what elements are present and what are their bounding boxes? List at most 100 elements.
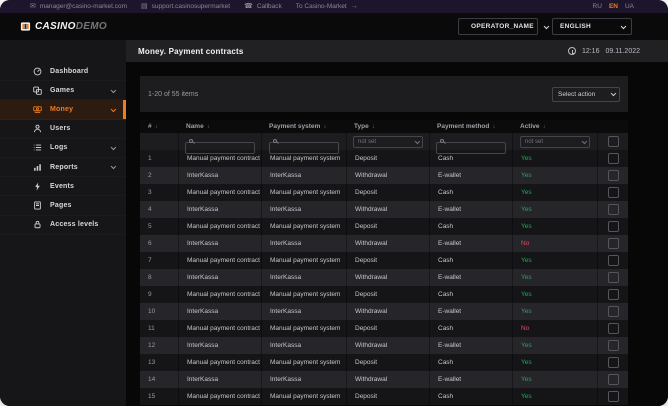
cell-payment_method: Cash [429,218,512,235]
topbar-lang-ua[interactable]: UA [624,3,634,10]
payment-method-filter-input[interactable] [436,141,506,154]
active-status: Yes [521,291,532,298]
table-row: 8 InterKassa InterKassa Withdrawal E-wallet Y… [140,269,628,286]
sidebar-item-dashboard[interactable]: Dashboard [0,62,126,81]
row-checkbox[interactable] [607,272,619,283]
row-checkbox[interactable] [607,221,619,232]
row-checkbox[interactable] [607,374,619,385]
column-header-active[interactable]: Active [512,123,597,130]
active-filter-select[interactable]: not set [520,135,590,148]
sort-down-icon [207,124,210,130]
chevron-down-icon [543,23,549,29]
table-row: 1 Manual payment contract Manual payment s… [140,150,628,167]
topbar-link-label: manager@casino-market.com [39,3,128,10]
cell-name: Manual payment contract [178,320,261,337]
search-icon [273,138,277,143]
cell-type: Withdrawal [346,371,429,388]
filter-cell-name [178,133,261,154]
reports-icon [33,163,42,172]
column-header-type[interactable]: Type [346,123,429,130]
cell-name: InterKassa [178,303,261,320]
sidebar-item-reports[interactable]: Reports [0,158,126,177]
table-row: 4 InterKassa InterKassa Withdrawal E-wallet Y… [140,201,628,218]
active-filter-value: not set [525,138,544,145]
sort-down-icon [372,124,375,130]
cell-num: 7 [148,257,152,264]
topbar-links: manager@casino-market.com support.casinos… [30,3,358,10]
sidebar-item-access-levels[interactable]: Access levels [0,216,126,235]
cell-num: 1 [148,155,152,162]
sidebar-item-logs[interactable]: Logs [0,139,126,158]
cell-num: 14 [148,376,156,383]
row-checkbox[interactable] [607,187,619,198]
cell-type: Deposit [346,150,429,167]
cell-checkbox [597,235,628,252]
row-checkbox[interactable] [607,238,619,249]
sidebar-item-label: Dashboard [50,67,89,75]
topbar-lang-en[interactable]: EN [608,3,618,10]
row-checkbox[interactable] [607,255,619,266]
chevron-down-icon [581,138,587,144]
logo-text-secondary: DEMO [75,21,107,32]
column-header-label: Payment system [269,123,321,130]
current-date: 09.11.2022 [605,47,640,55]
name-filter-input[interactable] [185,141,255,154]
app-logo[interactable]: CASINODEMO [20,21,107,32]
cell-active: Yes [512,371,597,388]
select-action-dropdown[interactable]: Select action [552,86,620,102]
cell-checkbox [597,150,628,167]
cell-name: InterKassa [178,167,261,184]
topbar-link-callback[interactable]: Callback [244,3,282,10]
select-all-checkbox[interactable] [607,136,619,147]
cell-active: No [512,235,597,252]
table-row: 13 Manual payment contract Manual payment … [140,354,628,371]
cell-payment_system: InterKassa [261,337,346,354]
row-checkbox[interactable] [607,357,619,368]
cell-type: Deposit [346,320,429,337]
sidebar-item-events[interactable]: Events [0,177,126,196]
row-checkbox[interactable] [607,170,619,181]
row-checkbox[interactable] [607,204,619,215]
table-row: 2 InterKassa InterKassa Withdrawal E-wallet Y… [140,167,628,184]
chevron-down-icon [110,144,116,150]
topbar-link-to-casino-market[interactable]: To Casino-Market [296,3,358,10]
type-filter-select[interactable]: not set [353,135,423,148]
cell-active: Yes [512,252,597,269]
cell-payment_method: Cash [429,252,512,269]
utility-topbar: manager@casino-market.com support.casinos… [0,0,668,13]
cell-checkbox [597,184,628,201]
topbar-link-support[interactable]: support.casinosupermarket [141,3,230,10]
table-row: 7 Manual payment contract Manual payment s… [140,252,628,269]
topbar-lang-ru[interactable]: RU [592,3,602,10]
operator-dropdown[interactable]: OPERATOR_NAME [458,18,549,35]
column-header-num[interactable]: # [140,123,178,130]
sidebar-item-money[interactable]: Money [0,100,126,120]
row-checkbox[interactable] [607,340,619,351]
cell-payment_method: E-wallet [429,201,512,218]
row-checkbox[interactable] [607,391,619,402]
table-row: 3 Manual payment contract Manual payment s… [140,184,628,201]
cell-name: Manual payment contract [178,388,261,405]
row-checkbox[interactable] [607,289,619,300]
filter-cell-type: not set [346,133,429,150]
cell-type: Withdrawal [346,235,429,252]
cell-checkbox [597,303,628,320]
slot-machine-icon [20,22,31,31]
language-dropdown[interactable]: ENGLISH [552,18,632,35]
row-checkbox[interactable] [607,153,619,164]
payment-system-filter-input[interactable] [269,141,339,154]
sidebar-item-users[interactable]: Users [0,120,126,139]
column-header-payment_method[interactable]: Payment method [429,123,512,130]
sidebar-item-games[interactable]: Games [0,81,126,100]
row-checkbox[interactable] [607,306,619,317]
sidebar-item-pages[interactable]: Pages [0,196,126,215]
cell-active: Yes [512,150,597,167]
column-header-name[interactable]: Name [178,123,261,130]
column-header-payment_system[interactable]: Payment system [261,123,346,130]
sidebar-item-label: Users [50,125,71,133]
filter-cell-active: not set [512,133,597,150]
topbar-link-email[interactable]: manager@casino-market.com [30,3,127,10]
cell-active: Yes [512,269,597,286]
row-checkbox[interactable] [607,323,619,334]
active-status: No [521,240,530,247]
